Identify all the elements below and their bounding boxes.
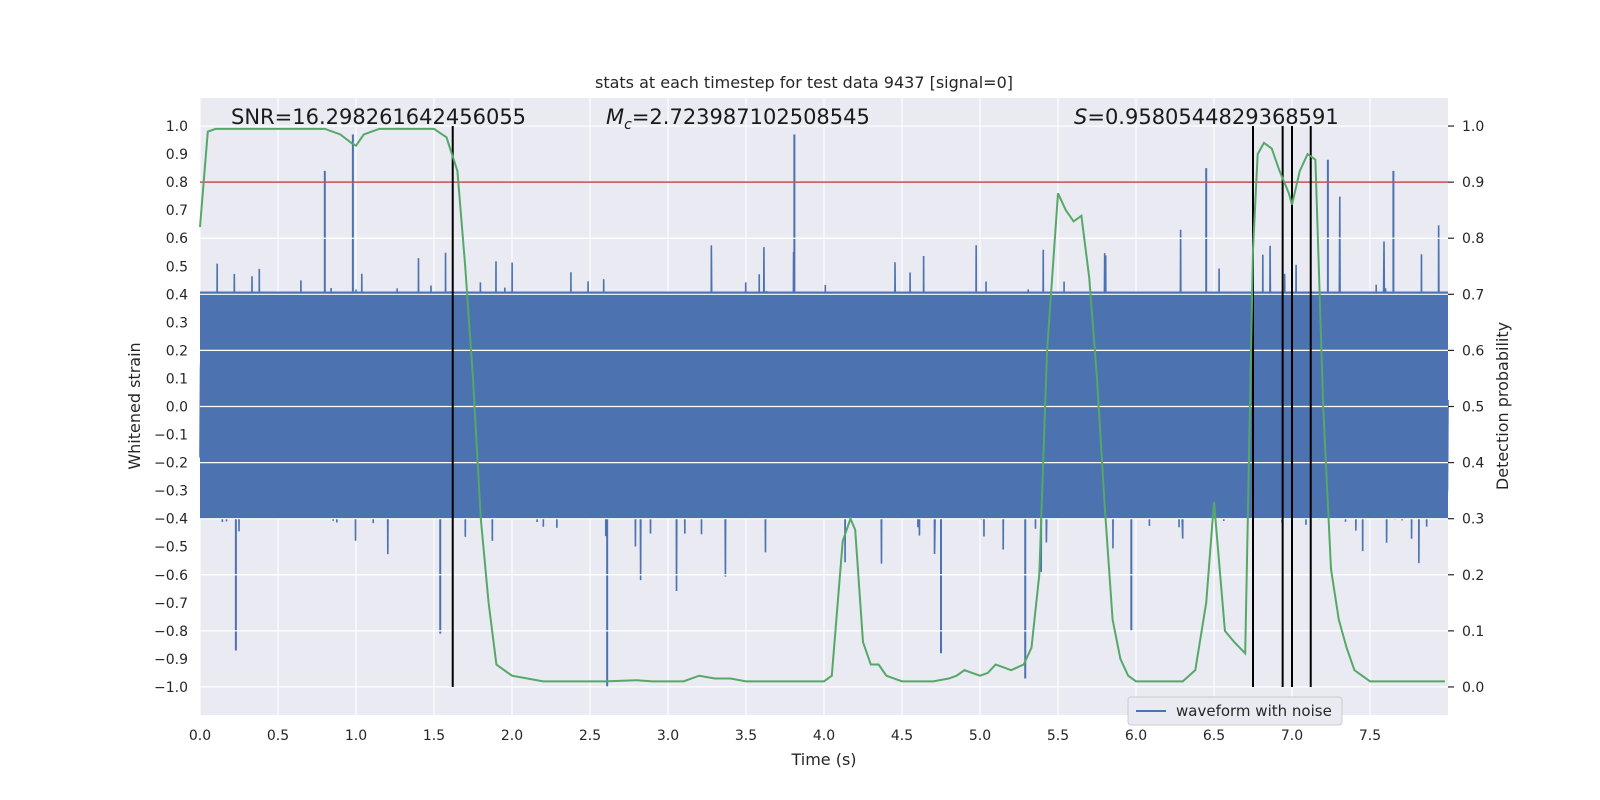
- threshold-line: [200, 125, 1448, 688]
- y-left-tick-label-0: 1.0: [166, 119, 188, 135]
- legend-box: [1127, 696, 1343, 726]
- x-tick-label-6: 3.0: [657, 728, 679, 744]
- y-right-tick-label-0: 0.0: [1462, 680, 1484, 696]
- x-tick-label-5: 2.5: [579, 728, 601, 744]
- probability-line: [199, 127, 1445, 683]
- y-left-axis-ticks: 1.0 0.9 0.8 0.7 0.6 0.5 0.4 0.3 0.2 0.1 0.0 −0.1 −0.…: [154, 119, 188, 696]
- y-right-tick-label-4: 0.4: [1462, 456, 1484, 472]
- legend: waveform with noise: [1127, 696, 1343, 726]
- y-left-axis-label: Whitened strain: [125, 342, 144, 469]
- y-left-tick-label-11: −0.1: [154, 428, 188, 444]
- y-right-tick-label-6: 0.6: [1462, 343, 1484, 359]
- y-right-tick-label-7: 0.7: [1462, 287, 1484, 303]
- y-left-tick-label-10: 0.0: [166, 400, 188, 416]
- x-tick-label-12: 6.0: [1125, 728, 1147, 744]
- y-left-tick-label-4: 0.6: [166, 231, 188, 247]
- y-left-tick-label-7: 0.3: [166, 315, 188, 331]
- x-tick-label-3: 1.5: [423, 728, 445, 744]
- chirp-mass-annotation: Mc=2.723987102508545: [606, 105, 870, 133]
- y-left-tick-label-14: −0.4: [154, 512, 188, 528]
- mc-subscript: c: [624, 117, 632, 133]
- x-tick-label-1: 0.5: [267, 728, 289, 744]
- x-tick-label-15: 7.5: [1359, 728, 1381, 744]
- y-left-tick-label-19: −0.9: [154, 652, 188, 668]
- x-tick-label-13: 6.5: [1203, 728, 1225, 744]
- y-right-tick-label-5: 0.5: [1462, 400, 1484, 416]
- y-left-tick-label-1: 0.9: [166, 147, 188, 163]
- y-left-tick-label-5: 0.5: [166, 259, 188, 275]
- y-right-tick-label-1: 0.1: [1462, 624, 1484, 640]
- s-value: =0.9580544829368591: [1087, 105, 1338, 129]
- waveform-series: [199, 134, 1449, 687]
- y-left-tick-label-20: −1.0: [154, 680, 188, 696]
- x-tick-label-9: 4.5: [891, 728, 913, 744]
- s-symbol: S: [1074, 105, 1087, 129]
- legend-entry: waveform with noise: [1176, 702, 1332, 720]
- y-right-tick-label-2: 0.2: [1462, 568, 1484, 584]
- y-left-tick-label-3: 0.7: [166, 203, 188, 219]
- y-left-tick-label-16: −0.6: [154, 568, 188, 584]
- y-left-tick-label-12: −0.2: [154, 456, 188, 472]
- waveform-core: [200, 291, 1448, 519]
- y-right-tick-label-3: 0.3: [1462, 512, 1484, 528]
- vertical-markers: [451, 126, 1312, 687]
- x-tick-label-2: 1.0: [345, 728, 367, 744]
- mc-symbol: M: [606, 105, 624, 129]
- x-tick-label-10: 5.0: [969, 728, 991, 744]
- snr-annotation: SNR=16.298261642456055: [231, 105, 526, 129]
- y-left-tick-label-13: −0.3: [154, 484, 188, 500]
- x-axis-ticks: 0.0 0.5 1.0 1.5 2.0 2.5 3.0 3.5 4.0 4.5 5.0 5.5 6.0 6…: [189, 728, 1381, 744]
- mc-value: =2.723987102508545: [632, 105, 870, 129]
- y-right-axis-ticks: 0.0 0.1 0.2 0.3 0.4 0.5 0.6 0.7 0.8 0.9 1.0: [1448, 119, 1484, 696]
- y-left-tick-label-15: −0.5: [154, 540, 188, 556]
- x-tick-label-0: 0.0: [189, 728, 211, 744]
- s-annotation: S=0.9580544829368591: [1074, 105, 1339, 129]
- y-left-tick-label-9: 0.1: [166, 371, 188, 387]
- x-tick-label-4: 2.0: [501, 728, 523, 744]
- y-left-tick-label-17: −0.7: [154, 596, 188, 612]
- x-tick-label-7: 3.5: [735, 728, 757, 744]
- x-tick-label-11: 5.5: [1047, 728, 1069, 744]
- y-left-tick-label-18: −0.8: [154, 624, 188, 640]
- y-right-tick-label-8: 0.8: [1462, 231, 1484, 247]
- chart-title: stats at each timestep for test data 943…: [595, 73, 1013, 92]
- y-right-axis-label: Detection probability: [1493, 322, 1512, 490]
- y-right-tick-label-9: 0.9: [1462, 175, 1484, 191]
- y-right-tick-label-10: 1.0: [1462, 119, 1484, 135]
- y-left-tick-label-2: 0.8: [166, 175, 188, 191]
- x-axis-label: Time (s): [790, 750, 856, 769]
- y-left-tick-label-6: 0.4: [166, 287, 188, 303]
- x-tick-label-14: 7.0: [1281, 728, 1303, 744]
- y-left-tick-label-8: 0.2: [166, 343, 188, 359]
- probability-series: [199, 127, 1445, 683]
- x-tick-label-8: 4.0: [813, 728, 835, 744]
